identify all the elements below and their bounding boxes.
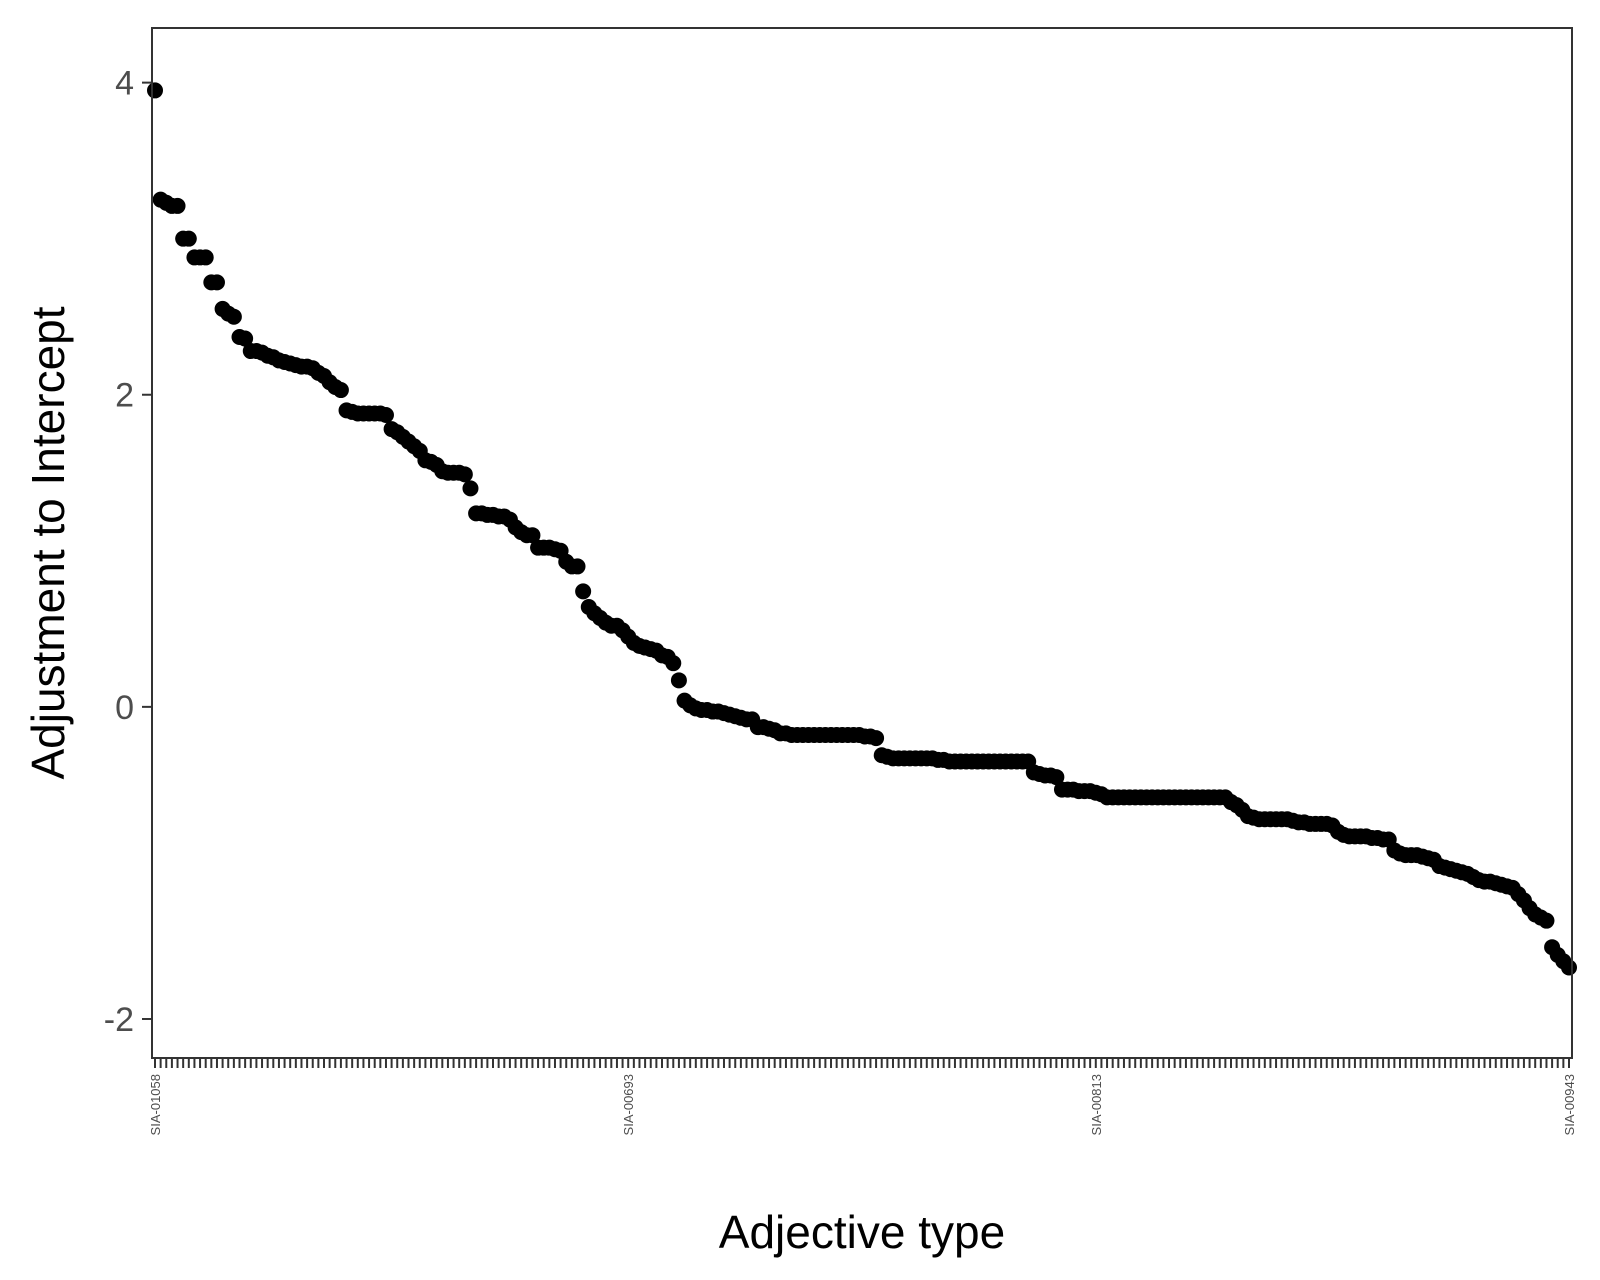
- x-axis-title: Adjective type: [719, 1206, 1005, 1258]
- plot-panel-border: [151, 27, 1573, 1059]
- data-point: [180, 230, 197, 247]
- data-point: [569, 558, 586, 575]
- data-point: [208, 274, 225, 291]
- data-point: [1561, 959, 1577, 976]
- data-point: [377, 407, 394, 424]
- data-point: [197, 249, 214, 266]
- data-point: [670, 672, 687, 689]
- y-axis-title: Adjustment to Intercept: [22, 306, 74, 779]
- data-point: [524, 527, 541, 544]
- data-point: [575, 583, 592, 600]
- y-ticks: -2 0 2 4: [104, 65, 152, 1039]
- x-tick-marks: [154, 1058, 1570, 1068]
- data-point: [1048, 769, 1065, 786]
- data-points: [147, 82, 1577, 976]
- data-point: [169, 197, 186, 214]
- x-tick-label: SIA-01058: [148, 1074, 163, 1135]
- data-point: [332, 382, 349, 399]
- data-point: [456, 466, 473, 483]
- x-tick-label: SIA-00943: [1562, 1074, 1577, 1135]
- y-tick-label: 0: [115, 689, 134, 727]
- data-point: [665, 655, 682, 672]
- y-tick-label: 4: [115, 65, 134, 103]
- x-tick-label: SIA-00693: [621, 1074, 636, 1135]
- data-point: [462, 480, 479, 497]
- y-tick-label: -2: [104, 1001, 134, 1039]
- y-tick-label: 2: [115, 377, 134, 415]
- data-point: [868, 730, 885, 747]
- data-point: [237, 330, 254, 347]
- data-point: [147, 82, 163, 99]
- data-point: [225, 308, 242, 325]
- x-tick-label: SIA-00813: [1089, 1074, 1104, 1135]
- data-point: [1538, 912, 1555, 929]
- x-tick-labels: SIA-01058 SIA-00693 SIA-00813 SIA-00943: [148, 1074, 1577, 1135]
